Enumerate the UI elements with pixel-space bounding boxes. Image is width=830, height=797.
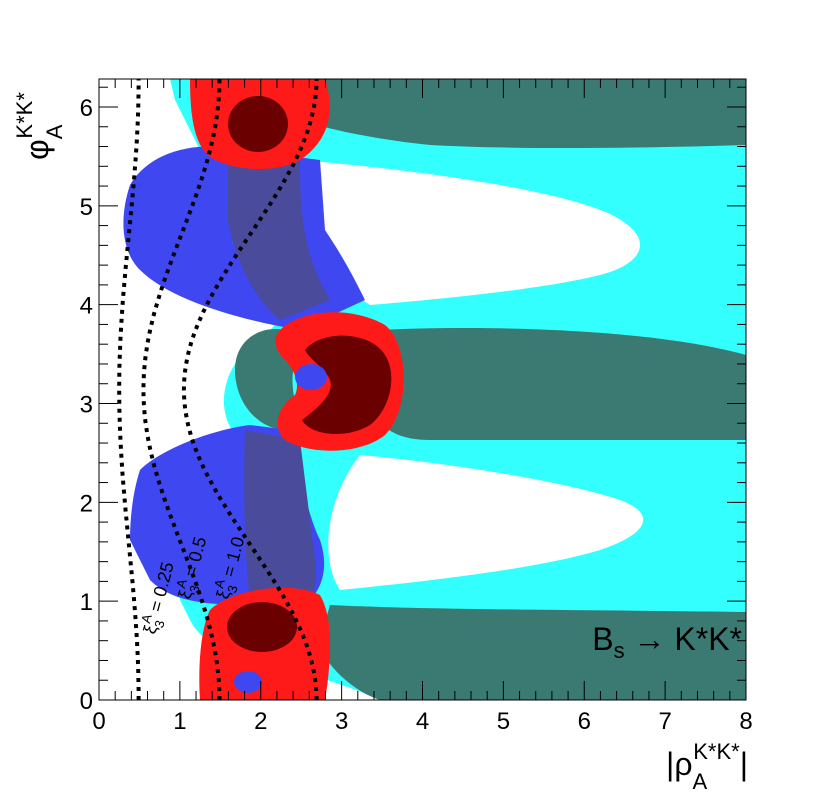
region-darkred-bottom	[227, 602, 297, 652]
x-tick-label: 6	[578, 708, 591, 735]
y-tick-label: 5	[80, 194, 93, 221]
y-tick-label: 1	[80, 589, 93, 616]
region-teal-top	[300, 79, 746, 149]
decay-annotation: Bs → K*K*	[592, 621, 742, 663]
x-tick-label: 2	[254, 708, 267, 735]
y-tick-label: 2	[80, 490, 93, 517]
y-axis-title: φAK*K*	[12, 92, 67, 160]
y-tick-label: 3	[80, 391, 93, 418]
x-tick-label: 8	[739, 708, 752, 735]
ticks	[98, 79, 747, 701]
region-teal-bottom	[320, 605, 746, 700]
region-slate-upper	[228, 160, 330, 320]
x-tick-label: 7	[658, 708, 671, 735]
region-white-lower	[328, 455, 644, 590]
x-tick-label: 5	[497, 708, 510, 735]
y-tick-label: 6	[80, 95, 93, 122]
region-blue-middle-blob	[295, 364, 327, 390]
y-tick-label: 0	[80, 688, 93, 715]
x-tick-label: 4	[416, 708, 429, 735]
region-slate-lower	[244, 430, 317, 600]
plot-regions	[117, 79, 746, 700]
contour-line	[181, 79, 319, 700]
region-teal-middle	[380, 328, 746, 440]
x-axis-title: |ρAK*K*|	[666, 739, 748, 794]
tick-labels: 0 1 2 3 4 5 6 7 8 0 1 2 3 4 5 6	[80, 95, 753, 735]
y-tick-label: 4	[80, 293, 93, 320]
region-white-upper	[300, 160, 641, 305]
region-darkred-top	[228, 96, 288, 152]
x-tick-label: 0	[92, 708, 105, 735]
x-tick-label: 1	[173, 708, 186, 735]
contour-group	[117, 79, 319, 700]
region-blue-bottom-blob	[234, 671, 262, 693]
region-darkred-middle	[302, 335, 392, 435]
contour-label: ξ3A = 0.5	[171, 533, 215, 602]
x-tick-label: 3	[335, 708, 348, 735]
